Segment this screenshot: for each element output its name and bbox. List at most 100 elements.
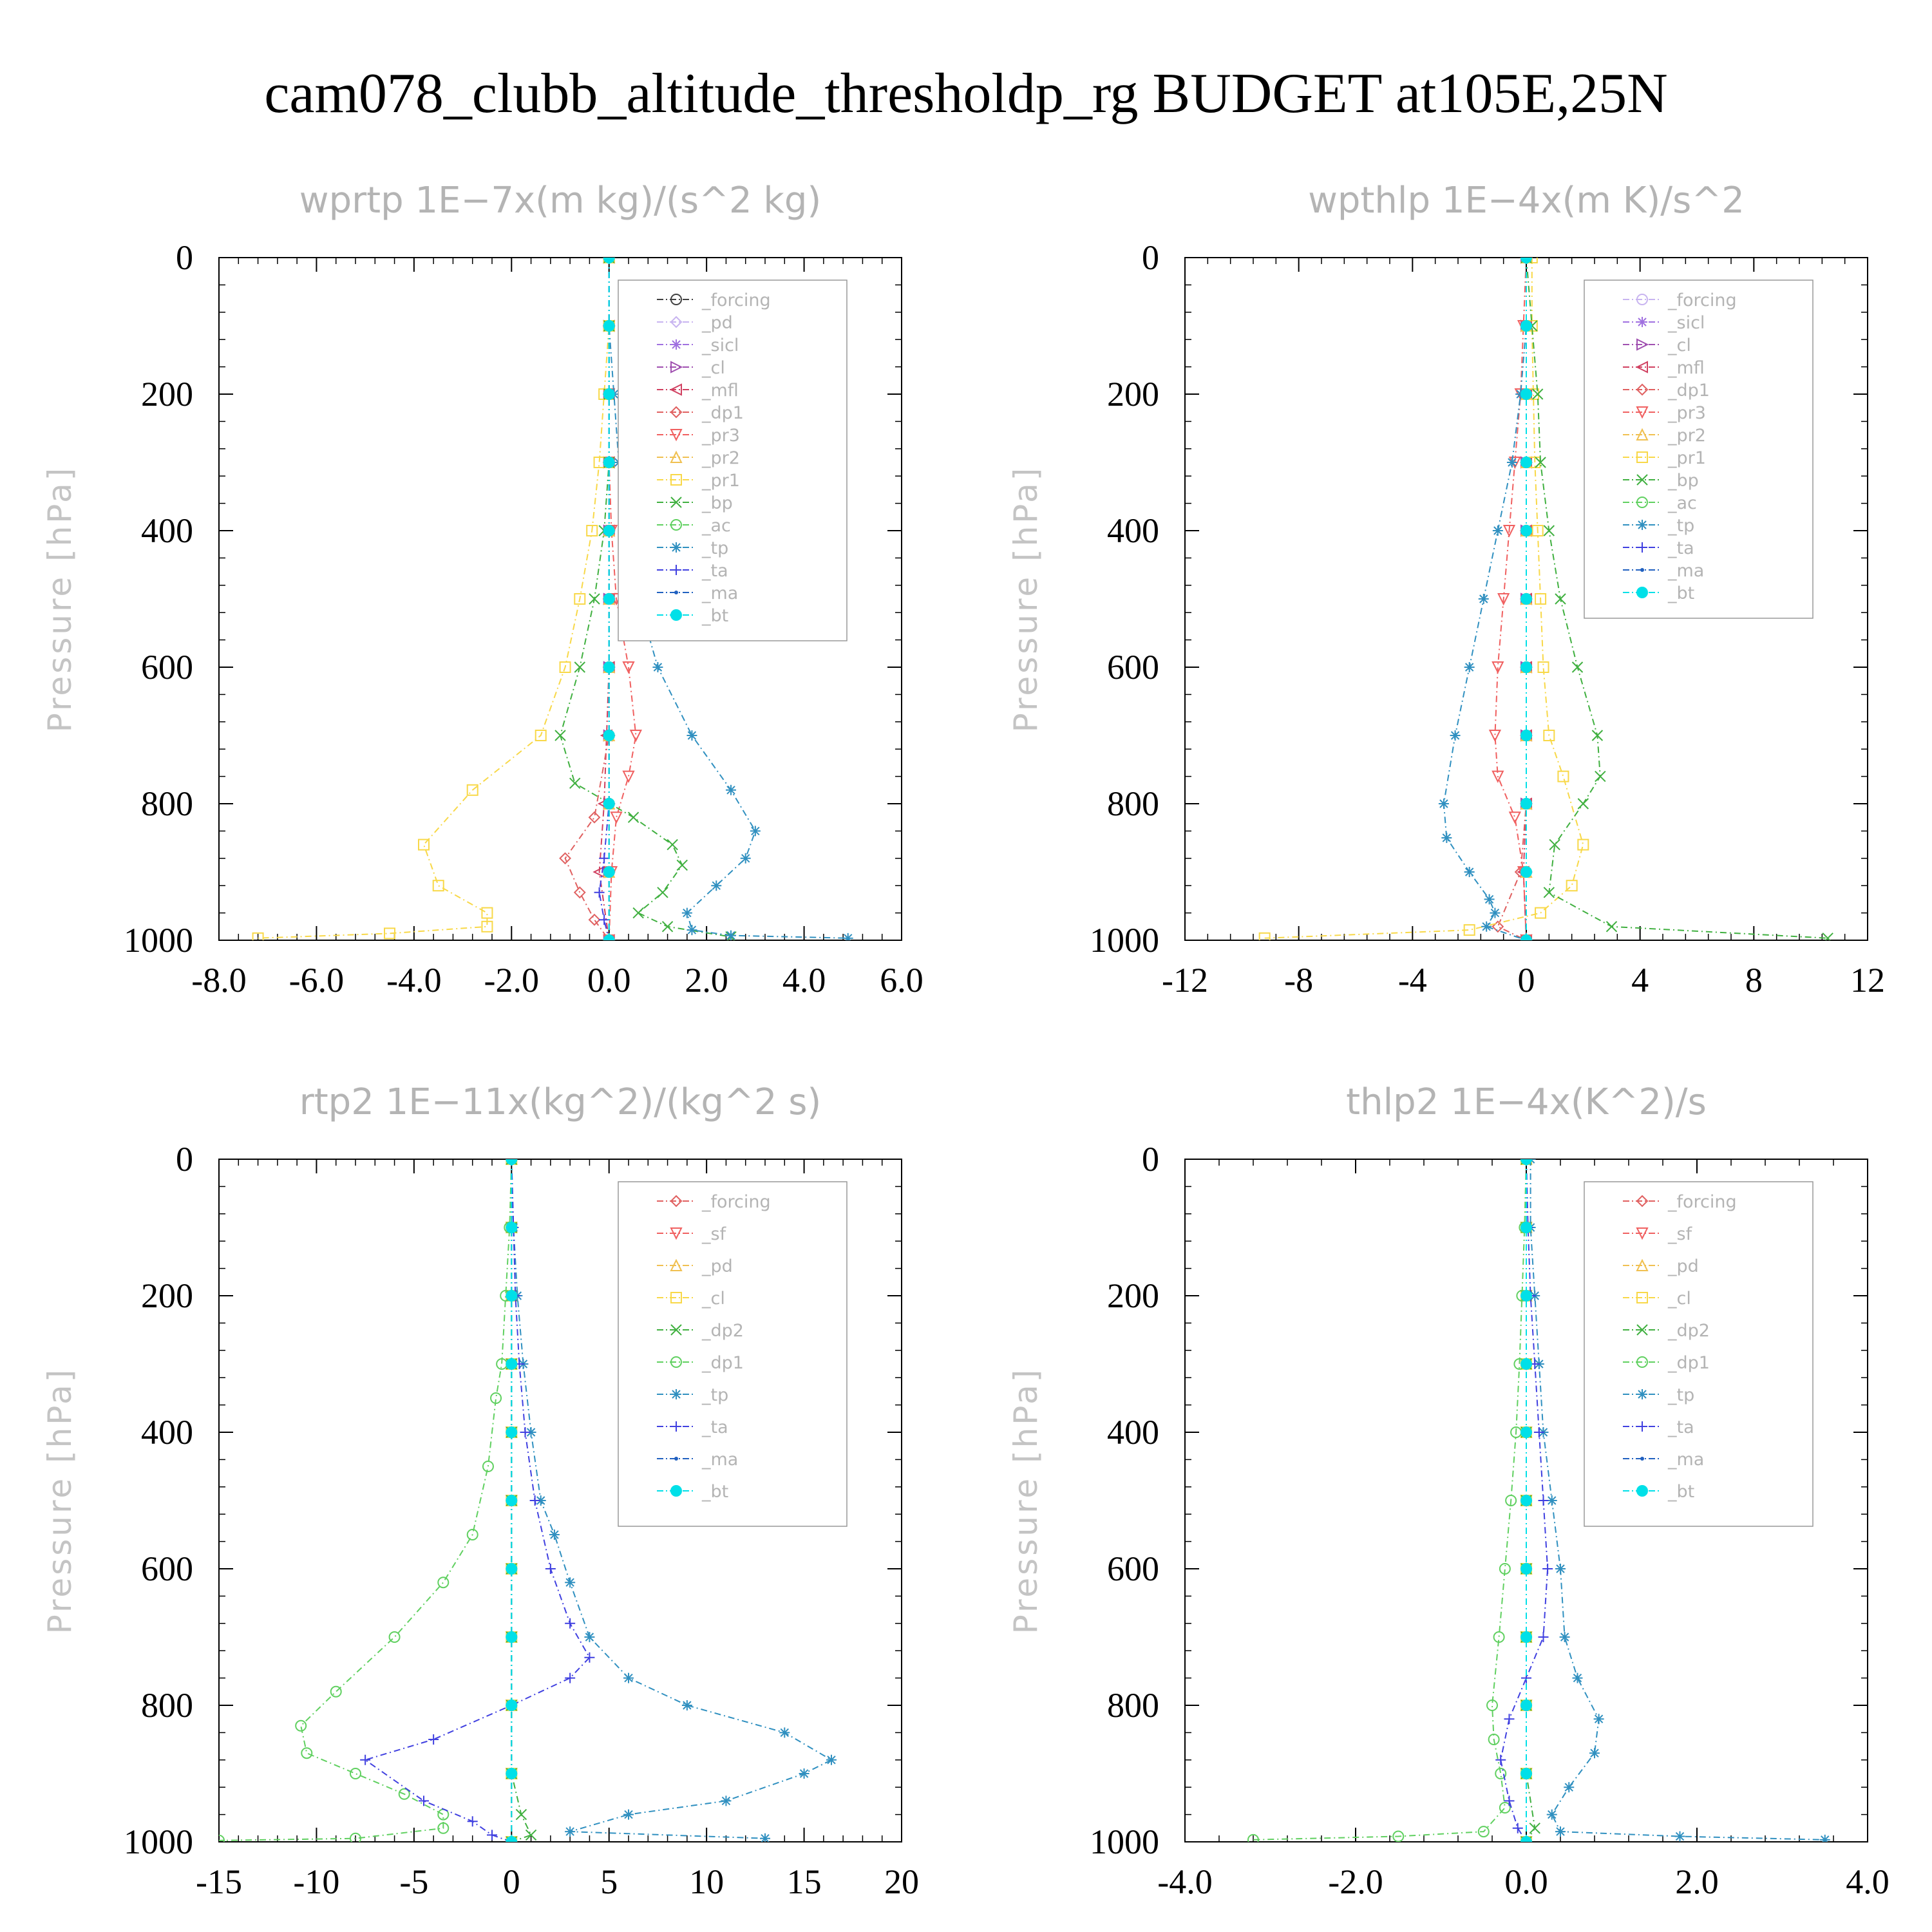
legend-entry: _dp1 bbox=[1667, 381, 1710, 401]
x-tick-label: -8 bbox=[1284, 961, 1313, 999]
data-point bbox=[506, 1836, 518, 1842]
data-point bbox=[295, 1719, 307, 1732]
x-tick-label: 15 bbox=[787, 1862, 822, 1901]
y-tick-label: 1000 bbox=[1090, 1823, 1159, 1861]
data-point bbox=[1478, 594, 1489, 604]
data-point bbox=[657, 887, 668, 898]
x-tick-label: -12 bbox=[1162, 961, 1208, 999]
legend: _forcing_sicl_cl_mfl_dp1_pr3_pr2_pr1_bp_… bbox=[1584, 279, 1814, 619]
data-point bbox=[1481, 921, 1492, 932]
data-point bbox=[1493, 1631, 1505, 1643]
legend-entry: _bt bbox=[1667, 1482, 1694, 1502]
panel-3: rtp2 1E−11x(kg^2)/(kg^2 s) Pressure [hPa]… bbox=[41, 1081, 919, 1901]
legend-entry: _ta bbox=[701, 1417, 728, 1437]
data-point bbox=[1520, 1426, 1532, 1438]
y-tick-label: 200 bbox=[141, 375, 193, 413]
legend-marker bbox=[670, 1292, 682, 1303]
legend-marker bbox=[670, 294, 682, 305]
legend-marker bbox=[670, 497, 682, 508]
x-tick-label: 0 bbox=[503, 1862, 520, 1901]
series-line-ta bbox=[363, 1159, 591, 1842]
data-point bbox=[554, 730, 566, 741]
legend-marker bbox=[670, 429, 683, 442]
data-point bbox=[603, 525, 615, 536]
data-point bbox=[506, 1222, 518, 1233]
data-point bbox=[726, 930, 736, 940]
data-point bbox=[1819, 1834, 1830, 1842]
data-point bbox=[1520, 320, 1532, 332]
panel-4: thlp2 1E−4x(K^2)/s Pressure [hPa] -4.0 -2.0… bbox=[1007, 1081, 1889, 1901]
data-point bbox=[687, 925, 697, 936]
legend-marker bbox=[671, 1421, 681, 1432]
data-point bbox=[506, 1159, 518, 1165]
data-point bbox=[1520, 1768, 1532, 1779]
y-tick-label: 600 bbox=[141, 1549, 193, 1588]
x-tick-label: -6.0 bbox=[289, 961, 344, 999]
legend-entry: _bt bbox=[1667, 583, 1694, 603]
legend-marker bbox=[670, 450, 683, 463]
data-point bbox=[506, 1700, 518, 1711]
series-line-dp1 bbox=[1253, 1159, 1527, 1841]
series-line-dp1 bbox=[1497, 258, 1527, 940]
series-line-pr3 bbox=[608, 258, 637, 940]
x-tick-label: -4 bbox=[1398, 961, 1427, 999]
legend-entry: _sicl bbox=[701, 336, 739, 355]
y-axis-label: Pressure [hPa] bbox=[1007, 1367, 1045, 1634]
y-tick-label: 600 bbox=[141, 648, 193, 687]
data-point bbox=[219, 1834, 225, 1842]
data-point bbox=[301, 1747, 313, 1759]
data-point bbox=[1520, 388, 1532, 400]
legend-entry: _sf bbox=[1667, 1224, 1693, 1244]
data-point bbox=[1504, 1714, 1515, 1725]
y-tick-label: 0 bbox=[1142, 1140, 1159, 1179]
x-tick-label: 6.0 bbox=[880, 961, 923, 999]
data-point bbox=[1537, 661, 1549, 673]
data-point bbox=[1497, 593, 1510, 606]
x-tick-label: 10 bbox=[689, 1862, 724, 1901]
legend-entry: _ac bbox=[1667, 493, 1697, 513]
data-point bbox=[1538, 1632, 1549, 1642]
data-point bbox=[520, 1427, 531, 1437]
plot-frame bbox=[218, 1159, 902, 1842]
legend-entry: _bt bbox=[701, 606, 728, 626]
data-point bbox=[1520, 934, 1532, 940]
data-point bbox=[1542, 1564, 1553, 1574]
legend-entry: _bt bbox=[701, 1482, 728, 1502]
x-tick-label: 2.0 bbox=[1675, 1862, 1719, 1901]
data-point bbox=[1488, 1734, 1500, 1745]
legend-entry: _pr1 bbox=[1667, 448, 1706, 468]
x-tick-label: -4.0 bbox=[386, 961, 441, 999]
legend-marker bbox=[671, 1389, 681, 1399]
data-point bbox=[432, 880, 444, 892]
legend-marker bbox=[670, 406, 683, 419]
y-tick-label: 1000 bbox=[1090, 921, 1159, 960]
data-point bbox=[1508, 811, 1521, 824]
data-point bbox=[1520, 593, 1532, 605]
data-point bbox=[1502, 525, 1516, 538]
series-line-tp bbox=[608, 258, 848, 939]
legend-entry: _tp bbox=[1667, 1385, 1694, 1405]
data-point bbox=[1520, 1358, 1532, 1370]
data-point bbox=[1591, 730, 1604, 741]
data-point bbox=[481, 907, 493, 919]
data-point bbox=[559, 661, 571, 673]
y-tick-label: 200 bbox=[1107, 1276, 1159, 1315]
data-point bbox=[1520, 1222, 1532, 1233]
data-point bbox=[1492, 920, 1504, 933]
y-tick-label: 400 bbox=[141, 511, 193, 550]
legend-marker bbox=[1637, 520, 1647, 530]
legend-marker bbox=[1640, 568, 1644, 572]
data-point bbox=[384, 927, 395, 940]
legend-marker bbox=[1636, 338, 1649, 351]
data-point bbox=[565, 1618, 576, 1629]
data-point bbox=[1566, 880, 1578, 892]
series-group bbox=[252, 258, 853, 940]
legend: _forcing _sf _pd _cl _dp2 _dp1 _tp _ta _ma _bt bbox=[1584, 1181, 1814, 1527]
legend-marker bbox=[670, 609, 682, 621]
data-point bbox=[1520, 1495, 1532, 1506]
y-tick-label: 0 bbox=[176, 238, 193, 277]
data-point bbox=[388, 1631, 401, 1643]
data-point bbox=[330, 1685, 342, 1698]
panel-title: wprtp 1E−7x(m kg)/(s^2 kg) bbox=[299, 180, 821, 222]
legend-marker bbox=[671, 339, 681, 350]
